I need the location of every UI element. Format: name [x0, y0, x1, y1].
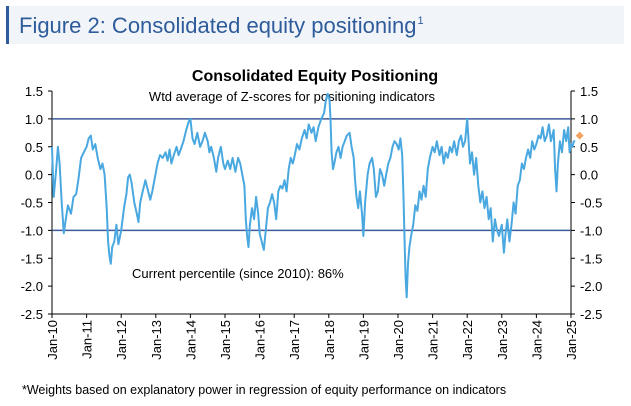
- y-tick-label-left: 0.0: [25, 168, 43, 183]
- y-tick-label-right: 0.5: [580, 140, 598, 155]
- y-tick-label-right: -1.5: [580, 251, 602, 266]
- y-tick-label-left: -2.5: [21, 307, 43, 322]
- x-tick-label: Jan-17: [287, 320, 302, 360]
- y-tick-label-right: 1.0: [580, 112, 598, 127]
- y-tick-label-left: -2.0: [21, 279, 43, 294]
- x-tick-label: Jan-15: [218, 320, 233, 360]
- x-tick-label: Jan-12: [114, 320, 129, 360]
- y-tick-label-left: 0.5: [25, 140, 43, 155]
- y-tick-label-right: -1.0: [580, 223, 602, 238]
- chart-subtitle: Wtd average of Z-scores for positioning …: [149, 89, 436, 104]
- x-tick-label: Jan-20: [391, 320, 406, 360]
- y-tick-label-right: -2.5: [580, 307, 602, 322]
- y-tick-label-right: -0.5: [580, 196, 602, 211]
- x-tick-label: Jan-24: [529, 320, 544, 360]
- x-tick-label: Jan-25: [564, 320, 579, 360]
- y-tick-label-right: 1.5: [580, 84, 598, 99]
- y-tick-label-left: 1.5: [25, 84, 43, 99]
- y-tick-label-right: -2.0: [580, 279, 602, 294]
- y-tick-label-left: 1.0: [25, 112, 43, 127]
- figure-title-text: Figure 2: Consolidated equity positionin…: [19, 13, 417, 38]
- chart-annotation: Current percentile (since 2010): 86%: [132, 266, 344, 281]
- x-tick-label: Jan-22: [460, 320, 475, 360]
- y-tick-label-left: -1.5: [21, 251, 43, 266]
- x-tick-label: Jan-23: [495, 320, 510, 360]
- figure-title: Figure 2: Consolidated equity positionin…: [19, 13, 424, 39]
- footnote: *Weights based on explanatory power in r…: [22, 383, 507, 397]
- current-value-marker: [575, 131, 584, 140]
- figure-header: Figure 2: Consolidated equity positionin…: [6, 6, 624, 44]
- y-tick-label-left: -0.5: [21, 196, 43, 211]
- x-tick-label: Jan-16: [253, 320, 268, 360]
- x-tick-label: Jan-10: [45, 320, 60, 360]
- chart-title: Consolidated Equity Positioning: [192, 68, 438, 85]
- y-tick-label-left: -1.0: [21, 223, 43, 238]
- x-tick-label: Jan-18: [322, 320, 337, 360]
- x-tick-label: Jan-19: [356, 320, 371, 360]
- x-tick-label: Jan-21: [426, 320, 441, 360]
- x-tick-label: Jan-11: [80, 320, 95, 359]
- figure-title-superscript: 1: [417, 15, 424, 27]
- x-tick-label: Jan-13: [149, 320, 164, 360]
- y-tick-label-right: 0.0: [580, 168, 598, 183]
- series-line: [51, 92, 576, 299]
- x-tick-label: Jan-14: [183, 320, 198, 360]
